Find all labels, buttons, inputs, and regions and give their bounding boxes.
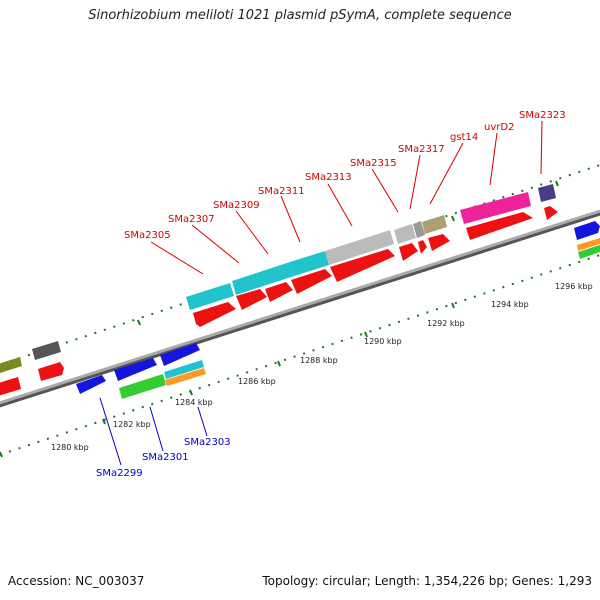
gene-cyan-3[interactable] bbox=[290, 251, 329, 276]
gene-red-1[interactable] bbox=[193, 302, 236, 327]
sequence-backbone-shadow bbox=[0, 210, 600, 408]
gene-label-top: SMa2317 bbox=[398, 144, 445, 155]
gene-blue-1[interactable] bbox=[76, 375, 106, 394]
tick-label: 1286 kbp bbox=[238, 377, 276, 386]
gene-blue-right[interactable] bbox=[574, 221, 600, 240]
gene-label-bottom: SMa2303 bbox=[184, 437, 231, 448]
gene-label-bottom: SMa2301 bbox=[142, 452, 189, 463]
gene-red-edge[interactable] bbox=[0, 377, 21, 396]
gene-green-right[interactable] bbox=[578, 245, 600, 259]
topology-text: Topology: circular; Length: 1,354,226 bp… bbox=[262, 574, 592, 588]
gene-red-7[interactable] bbox=[418, 240, 427, 254]
gene-blue-2[interactable] bbox=[114, 358, 157, 381]
lower-major-ticks bbox=[0, 302, 455, 458]
lower-tick-track bbox=[0, 254, 600, 456]
gene-cyan-2[interactable] bbox=[232, 262, 294, 295]
accession-text: Accession: NC_003037 bbox=[8, 574, 145, 588]
gene-grey-2[interactable] bbox=[394, 224, 416, 244]
gene-red-4[interactable] bbox=[291, 269, 332, 294]
gene-blue-3[interactable] bbox=[160, 343, 200, 366]
gene-olive[interactable] bbox=[0, 357, 22, 374]
bottom-label-leaders bbox=[99, 397, 208, 466]
gene-track-lower bbox=[76, 343, 206, 399]
gene-orange-right[interactable] bbox=[577, 238, 600, 251]
sequence-backbone bbox=[0, 209, 600, 405]
tick-label: 1280 kbp bbox=[51, 443, 89, 452]
gene-label-top: gst14 bbox=[450, 132, 478, 143]
gene-darkgrey[interactable] bbox=[32, 341, 61, 360]
gene-label-top: SMa2309 bbox=[213, 200, 260, 211]
gene-red-10[interactable] bbox=[544, 206, 558, 220]
gene-label-top: uvrD2 bbox=[484, 122, 514, 133]
gene-label-top: SMa2323 bbox=[519, 110, 566, 121]
gene-grey-3[interactable] bbox=[413, 221, 425, 238]
tick-label: 1290 kbp bbox=[364, 337, 402, 346]
gene-cyan-1[interactable] bbox=[186, 283, 234, 310]
gene-tan[interactable] bbox=[422, 215, 447, 234]
gene-magenta[interactable] bbox=[460, 192, 531, 224]
gene-red-2[interactable] bbox=[236, 289, 267, 310]
tick-label: 1288 kbp bbox=[300, 356, 338, 365]
gene-red-8[interactable] bbox=[428, 234, 450, 251]
gene-red-left[interactable] bbox=[38, 362, 64, 381]
gene-track-upper bbox=[0, 184, 600, 396]
gene-label-top: SMa2315 bbox=[350, 158, 397, 169]
tick-label: 1296 kbp bbox=[555, 282, 593, 291]
top-label-leaders bbox=[150, 120, 543, 275]
gene-label-top: SMa2313 bbox=[305, 172, 352, 183]
gene-red-9[interactable] bbox=[466, 212, 533, 240]
gene-label-top: SMa2311 bbox=[258, 186, 305, 197]
tick-label: 1282 kbp bbox=[113, 420, 151, 429]
map-title: Sinorhizobium meliloti 1021 plasmid pSym… bbox=[88, 8, 512, 23]
tick-label: 1292 kbp bbox=[427, 319, 465, 328]
gene-red-6[interactable] bbox=[399, 243, 418, 261]
gene-cyan-small[interactable] bbox=[164, 360, 204, 379]
tick-label: 1294 kbp bbox=[491, 300, 529, 309]
gene-label-bottom: SMa2299 bbox=[96, 468, 143, 479]
gene-green-1[interactable] bbox=[119, 374, 166, 399]
gene-grey-1[interactable] bbox=[325, 230, 394, 265]
gene-label-top: SMa2307 bbox=[168, 214, 215, 225]
gene-red-3[interactable] bbox=[265, 282, 293, 302]
tick-label: 1284 kbp bbox=[175, 398, 213, 407]
gene-orange-small[interactable] bbox=[165, 368, 206, 386]
gene-purple[interactable] bbox=[538, 184, 556, 202]
gene-label-top: SMa2305 bbox=[124, 230, 171, 241]
gene-red-5[interactable] bbox=[330, 249, 395, 282]
